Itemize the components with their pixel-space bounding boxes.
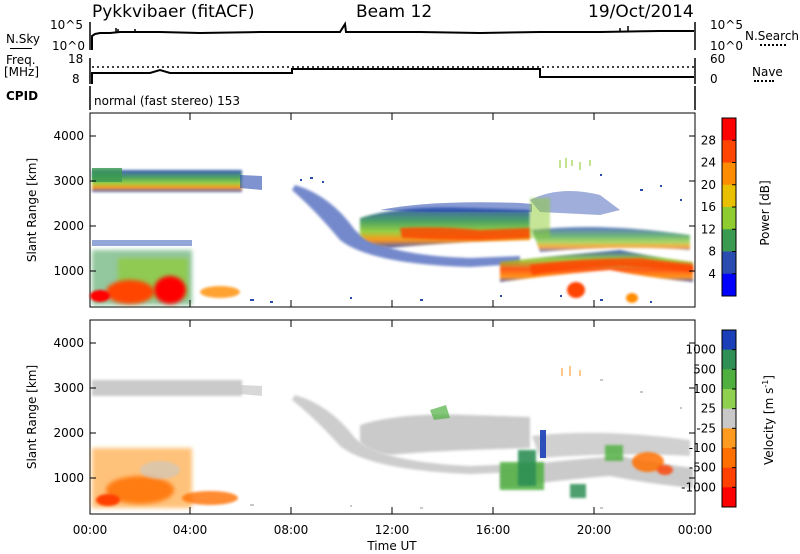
power-colorbar-swatch xyxy=(722,118,736,141)
velocity-echoes xyxy=(92,366,693,509)
velocity-y-tick-label: 3000 xyxy=(53,381,84,395)
velocity-colorbar-tick-label: 1000 xyxy=(685,343,716,357)
power-colorbar-swatch xyxy=(722,229,736,252)
power-colorbar-tick-label: 16 xyxy=(701,200,716,214)
velocity-colorbar-label: Velocity [m s-1] xyxy=(761,375,776,465)
velocity-colorbar-tick-label: 100 xyxy=(693,382,716,396)
power-colorbar-label: Power [dB] xyxy=(758,180,772,245)
power-colorbar-tick-label: 12 xyxy=(701,222,716,236)
velocity-colorbar-tick-label: -1000 xyxy=(681,480,716,494)
velocity-colorbar-swatch xyxy=(722,487,736,508)
velocity-colorbar-tick-label: 500 xyxy=(693,362,716,376)
power-y-tick-label: 3000 xyxy=(53,174,84,188)
power-colorbar: 28 24 20 16 12 8 4 xyxy=(701,117,737,297)
x-tick-label: 12:00 xyxy=(375,523,410,537)
freq-trace xyxy=(91,68,694,84)
velocity-x-ticks xyxy=(189,320,595,514)
velocity-colorbar-tick-label: -500 xyxy=(689,461,716,475)
velocity-colorbar-swatch xyxy=(722,330,736,351)
power-colorbar-swatch xyxy=(722,162,736,186)
nsky-label: N.Sky xyxy=(6,32,41,46)
velocity-panel xyxy=(89,319,696,515)
power-colorbar-tick-label: 20 xyxy=(701,178,716,192)
nsky-legend-line xyxy=(10,48,32,49)
freq-tick-top: 18 xyxy=(68,52,84,66)
velocity-colorbar-frame xyxy=(721,329,737,508)
power-colorbar-tick-label: 8 xyxy=(708,245,716,259)
x-tick-label: 16:00 xyxy=(476,523,511,537)
power-colorbar-swatch xyxy=(722,184,736,208)
velocity-colorbar: 1000 500 100 25 -25 -100 -500 -1000 xyxy=(681,329,737,508)
power-y-axis-label: Slant Range [km] xyxy=(25,158,39,262)
velocity-y-axis-label: Slant Range [km] xyxy=(25,365,39,469)
velocity-colorbar-swatch xyxy=(722,428,736,449)
cpid-mode: normal (fast stereo) 153 xyxy=(94,94,241,108)
nave-legend-dots xyxy=(754,80,774,82)
beam-label: Beam 12 xyxy=(356,2,433,22)
freq-panel xyxy=(89,58,696,84)
power-y-tick-label: 4000 xyxy=(53,129,84,143)
nave-tick-bottom: 0 xyxy=(710,72,718,86)
velocity-colorbar-swatch xyxy=(722,467,736,488)
power-x-ticks xyxy=(189,113,595,307)
chart-title: Pykkvibaer (fitACF) xyxy=(92,2,255,22)
x-axis-label: Time UT xyxy=(366,539,417,553)
velocity-colorbar-swatch xyxy=(722,448,736,469)
x-tick-label: 04:00 xyxy=(173,523,208,537)
velocity-colorbar-tick-label: -100 xyxy=(689,441,716,455)
nsearch-legend-dots xyxy=(760,44,786,46)
power-colorbar-swatch xyxy=(722,251,736,275)
freq-unit-label: [MHz] xyxy=(4,65,40,79)
freq-label: Freq. xyxy=(6,53,36,67)
nsearch-label: N.Search xyxy=(745,29,800,43)
power-y-tick-label: 2000 xyxy=(53,219,84,233)
velocity-colorbar-swatch xyxy=(722,369,736,390)
velocity-colorbar-tick-label: -25 xyxy=(696,421,716,435)
cpid-panel xyxy=(89,86,696,110)
power-colorbar-swatch xyxy=(722,140,736,163)
nsky-tick-bottom: 10^0 xyxy=(52,39,85,53)
nsearch-tick-bottom: 10^0 xyxy=(710,39,743,53)
nsky-tick-top: 10^5 xyxy=(50,18,83,32)
power-colorbar-tick-label: 4 xyxy=(708,267,716,281)
cpid-label: CPID xyxy=(6,89,39,103)
power-colorbar-tick-label: 24 xyxy=(701,156,716,170)
date-label: 19/Oct/2014 xyxy=(588,2,694,22)
velocity-colorbar-swatch xyxy=(722,389,736,410)
velocity-colorbar-tick-label: 25 xyxy=(701,402,716,416)
velocity-colorbar-label-text: Velocity [m s xyxy=(762,388,776,465)
nsky-trace xyxy=(91,21,694,50)
x-tick-label: 08:00 xyxy=(274,523,309,537)
x-tick-label: 00:00 xyxy=(678,523,713,537)
velocity-colorbar-label-sup: -1 xyxy=(761,380,770,388)
power-colorbar-swatch xyxy=(722,207,736,230)
velocity-y-tick-label: 2000 xyxy=(53,426,84,440)
velocity-y-tick-label: 1000 xyxy=(53,471,84,485)
power-y-tick-labels: 4000 3000 2000 1000 xyxy=(53,129,84,278)
x-tick-labels: 00:00 04:00 08:00 12:00 16:00 20:00 00:00 xyxy=(73,523,713,537)
velocity-colorbar-swatch xyxy=(722,408,736,429)
nsearch-tick-top: 10^5 xyxy=(710,18,743,32)
power-colorbar-swatch xyxy=(722,273,736,297)
nave-label: Nave xyxy=(752,65,783,79)
power-echoes xyxy=(90,158,693,305)
velocity-colorbar-swatch xyxy=(722,349,736,370)
power-y-tick-label: 1000 xyxy=(53,264,84,278)
nsky-panel xyxy=(89,21,696,50)
nave-tick-top: 60 xyxy=(710,52,726,66)
velocity-y-tick-labels: 4000 3000 2000 1000 xyxy=(53,336,84,485)
x-tick-label: 00:00 xyxy=(73,523,108,537)
power-panel xyxy=(89,112,696,308)
power-colorbar-tick-label: 28 xyxy=(701,133,716,147)
velocity-colorbar-label-close: ] xyxy=(762,375,776,380)
power-y-ticks xyxy=(90,135,695,272)
velocity-y-tick-label: 4000 xyxy=(53,336,84,350)
freq-tick-bottom: 8 xyxy=(72,72,80,86)
x-tick-label: 20:00 xyxy=(577,523,612,537)
velocity-y-ticks xyxy=(90,342,695,479)
